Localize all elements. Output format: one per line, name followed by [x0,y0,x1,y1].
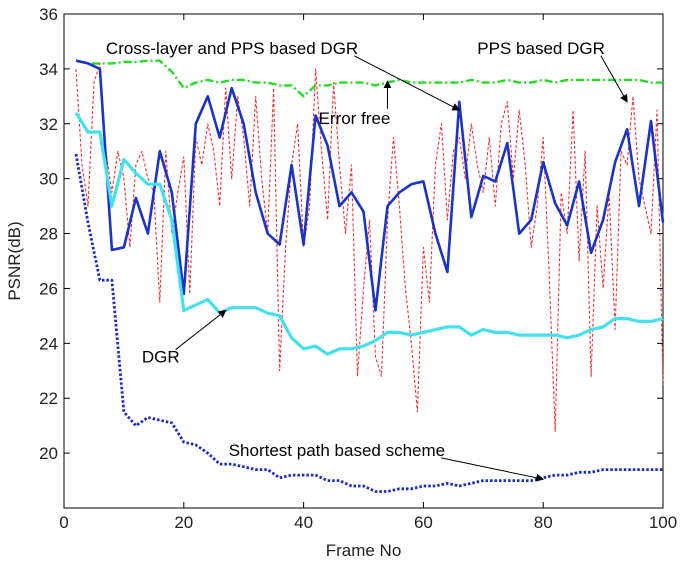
annotation-arrow [353,55,461,111]
y-tick-label: 34 [39,60,58,79]
x-tick-label: 0 [59,513,68,532]
series-line-dgr [74,111,664,356]
annotations-layer: Cross-layer and PPS based DGR PPS based D… [106,39,628,482]
y-tick-label: 36 [39,5,58,24]
series-line-shortest-path [74,153,663,493]
y-tick-label: 20 [39,444,58,463]
ticks-layer: 0 20 40 60 80 100 20 22 24 26 28 30 32 34 36 [39,5,677,532]
y-tick-label: 28 [39,225,58,244]
series-layer [74,59,665,493]
annotation-label: DGR [142,348,180,367]
y-tick-label: 22 [39,389,58,408]
x-tick-label: 60 [414,513,433,532]
x-tick-label: 40 [294,513,313,532]
x-tick-label: 20 [174,513,193,532]
annotation-label: Error free [319,109,391,128]
x-axis-label: Frame No [326,541,402,560]
annotation-arrow [175,309,227,350]
y-tick-label: 30 [39,170,58,189]
y-tick-label: 26 [39,279,58,298]
x-tick-label: 80 [534,513,553,532]
annotation-label: PPS based DGR [477,39,605,58]
annotation-label: Cross-layer and PPS based DGR [106,39,358,58]
annotation-arrow [441,457,545,482]
y-tick-label: 32 [39,115,58,134]
y-tick-label: 24 [39,334,58,353]
series-line-error-free [75,59,663,98]
y-axis-label: PSNR(dB) [5,221,24,300]
series-line-cross-layer-pps-dgr [75,59,665,312]
plot-area [63,13,664,509]
x-tick-label: 100 [649,513,677,532]
annotation-label: Shortest path based scheme [229,441,445,460]
annotation-arrow [600,55,628,103]
